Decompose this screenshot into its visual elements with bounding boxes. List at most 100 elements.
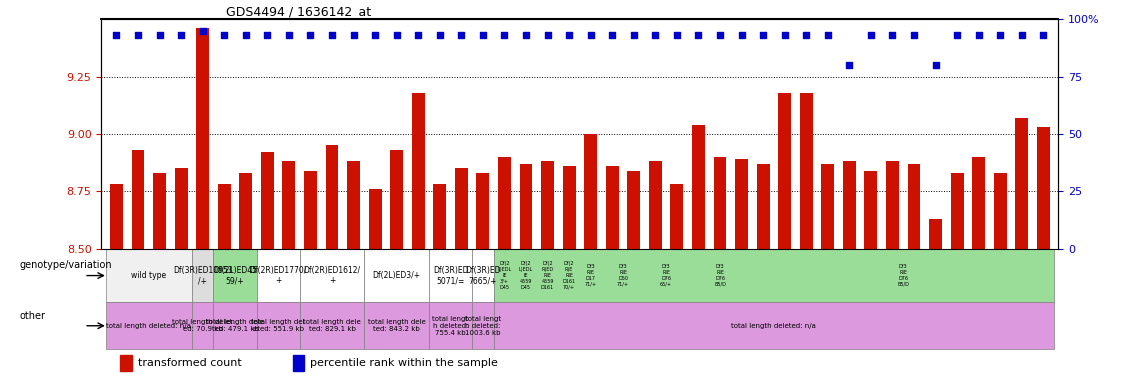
Text: Df3
RIE
D76
65/+: Df3 RIE D76 65/+ (660, 264, 672, 287)
Bar (994, 173, 1007, 249)
Point (215, 32, 233, 38)
Text: wild type: wild type (132, 271, 167, 280)
Bar (493, 249, 1054, 303)
Bar (214, 303, 257, 349)
Point (754, 32, 772, 38)
Bar (110, 184, 123, 249)
Point (604, 32, 622, 38)
Point (431, 32, 449, 38)
Point (689, 32, 707, 38)
Text: Df(2R)ED1612/
+: Df(2R)ED1612/ + (303, 266, 360, 285)
Text: Df(3R)ED10953
/+: Df(3R)ED10953 /+ (172, 266, 233, 285)
Text: transformed count: transformed count (137, 358, 241, 368)
Bar (542, 162, 554, 249)
Point (236, 32, 254, 38)
Bar (191, 249, 214, 303)
Text: total length dele
ted: 843.2 kb: total length dele ted: 843.2 kb (368, 319, 426, 332)
Bar (293, 354, 304, 371)
Point (151, 32, 169, 38)
Point (733, 32, 751, 38)
Text: Df(3R)ED
7665/+: Df(3R)ED 7665/+ (465, 266, 501, 285)
Bar (455, 168, 467, 249)
Text: total length deleted: n/a: total length deleted: n/a (106, 323, 191, 329)
Bar (261, 152, 274, 249)
Point (517, 32, 535, 38)
Bar (472, 249, 493, 303)
Bar (627, 170, 641, 249)
Point (345, 32, 363, 38)
Text: total length deleted: n/a: total length deleted: n/a (732, 323, 816, 329)
Bar (519, 164, 533, 249)
Bar (865, 170, 877, 249)
Bar (476, 173, 490, 249)
Point (969, 32, 988, 38)
Point (861, 32, 879, 38)
Point (387, 32, 405, 38)
Bar (347, 162, 360, 249)
Point (797, 32, 815, 38)
Bar (365, 249, 429, 303)
Point (323, 32, 341, 38)
Text: total lengt
h deleted:
1003.6 kb: total lengt h deleted: 1003.6 kb (465, 316, 501, 336)
Text: Df(2
R)E
RIE
D161
70/+: Df(2 R)E RIE D161 70/+ (563, 262, 575, 290)
Text: Df(2L)ED3/+: Df(2L)ED3/+ (373, 271, 421, 280)
Bar (670, 184, 683, 249)
Point (366, 32, 384, 38)
Text: Df3
RIE
D76
B5/D: Df3 RIE D76 B5/D (714, 264, 726, 287)
Point (1012, 32, 1030, 38)
Point (538, 32, 556, 38)
Text: percentile rank within the sample: percentile rank within the sample (310, 358, 498, 368)
Bar (498, 157, 511, 249)
Bar (584, 134, 597, 249)
Point (1035, 32, 1053, 38)
Point (711, 32, 729, 38)
Point (625, 32, 643, 38)
Bar (153, 173, 166, 249)
Point (453, 32, 471, 38)
Point (258, 32, 276, 38)
Point (668, 32, 686, 38)
Point (840, 62, 858, 68)
Bar (735, 159, 748, 249)
Point (474, 32, 492, 38)
Bar (191, 303, 214, 349)
Bar (799, 93, 813, 249)
Bar (391, 150, 403, 249)
Text: total lengt
h deleted:
755.4 kb: total lengt h deleted: 755.4 kb (432, 316, 468, 336)
Text: Df3
RIE
D50
71/+: Df3 RIE D50 71/+ (617, 264, 629, 287)
Text: Df(2
R)ED
RIE
4559
D161: Df(2 R)ED RIE 4559 D161 (540, 262, 554, 290)
Text: other: other (19, 311, 45, 321)
Bar (434, 184, 446, 249)
Point (194, 28, 212, 34)
Bar (300, 249, 365, 303)
Bar (120, 354, 132, 371)
Bar (412, 93, 425, 249)
Bar (257, 249, 300, 303)
Text: total length delet
ed: 70.9 kb: total length delet ed: 70.9 kb (172, 319, 233, 332)
Bar (821, 164, 834, 249)
Text: Df(2R)ED1770/
+: Df(2R)ED1770/ + (250, 266, 306, 285)
Bar (429, 249, 472, 303)
Bar (972, 157, 985, 249)
Text: Df(2
L)EDL
IE
4559
D45: Df(2 L)EDL IE 4559 D45 (519, 262, 533, 290)
Bar (1037, 127, 1049, 249)
Bar (908, 164, 920, 249)
Point (280, 32, 298, 38)
Bar (283, 162, 295, 249)
Bar (692, 125, 705, 249)
Bar (472, 303, 493, 349)
Bar (493, 303, 1054, 349)
Text: Df(2L)ED45
59/+: Df(2L)ED45 59/+ (213, 266, 257, 285)
Bar (368, 189, 382, 249)
Point (646, 32, 664, 38)
Point (582, 32, 600, 38)
Bar (714, 157, 726, 249)
Bar (606, 166, 618, 249)
Point (905, 32, 923, 38)
Bar (217, 184, 231, 249)
Bar (365, 303, 429, 349)
Bar (778, 93, 792, 249)
Point (107, 32, 125, 38)
Point (560, 32, 578, 38)
Bar (300, 303, 365, 349)
